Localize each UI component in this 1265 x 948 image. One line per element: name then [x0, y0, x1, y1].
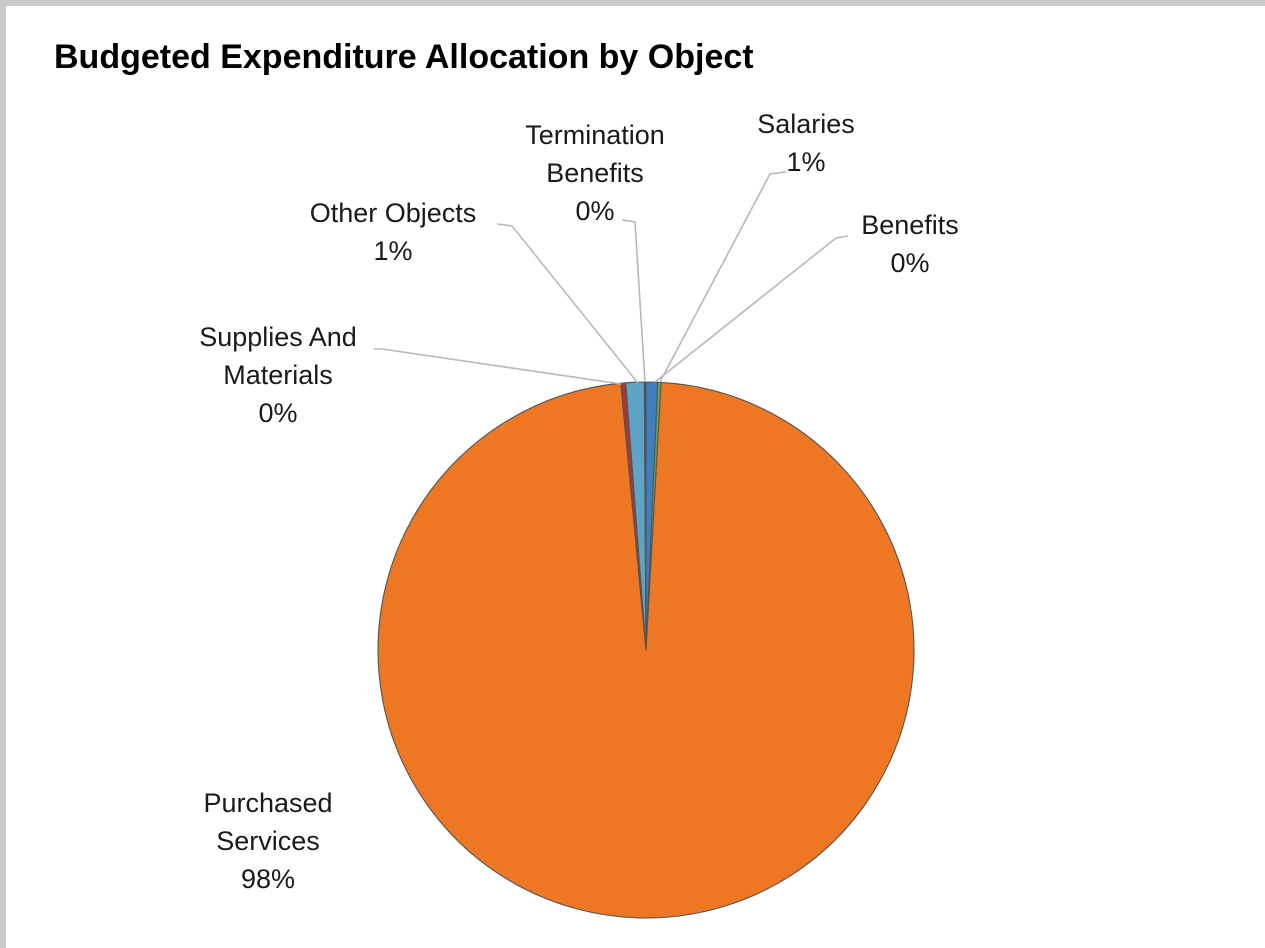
data-label-line: Supplies And — [199, 322, 357, 352]
data-label-benefits: Benefits 0% — [861, 210, 959, 278]
data-label-line: Other Objects — [310, 198, 477, 228]
data-label-other-objects: Other Objects 1% — [310, 198, 477, 266]
chart-title: Budgeted Expenditure Allocation by Objec… — [54, 38, 754, 76]
data-label-line: 0% — [575, 196, 614, 226]
data-labels: Salaries 1% Benefits 0% Purchased Services 98%… — [199, 109, 959, 894]
data-label-line: 1% — [786, 147, 825, 177]
leader-line-other-objects — [496, 223, 639, 384]
data-label-termination-benefits: Termination Benefits 0% — [525, 120, 665, 226]
leader-line-termination-benefits — [621, 219, 646, 383]
leader-lines — [374, 171, 849, 385]
data-label-line: Materials — [223, 360, 333, 390]
pie-slices — [377, 381, 915, 919]
data-label-line: 1% — [373, 236, 412, 266]
data-label-line: Salaries — [757, 109, 855, 139]
data-label-line: 0% — [890, 248, 929, 278]
data-label-supplies-and-materials: Supplies And Materials 0% — [199, 322, 357, 428]
leader-line-salaries — [659, 171, 787, 383]
data-label-line: Purchased — [203, 788, 332, 818]
pie-chart: Budgeted Expenditure Allocation by Objec… — [54, 38, 959, 919]
data-label-line: Benefits — [861, 210, 959, 240]
leader-line-benefits — [654, 235, 849, 383]
leader-line-supplies-and-materials — [374, 348, 622, 385]
data-label-line: 98% — [241, 864, 295, 894]
data-label-purchased-services: Purchased Services 98% — [203, 788, 332, 894]
data-label-line: 0% — [258, 398, 297, 428]
data-label-salaries: Salaries 1% — [757, 109, 855, 177]
data-label-line: Benefits — [546, 158, 644, 188]
data-label-line: Services — [216, 826, 320, 856]
data-label-line: Termination — [525, 120, 665, 150]
